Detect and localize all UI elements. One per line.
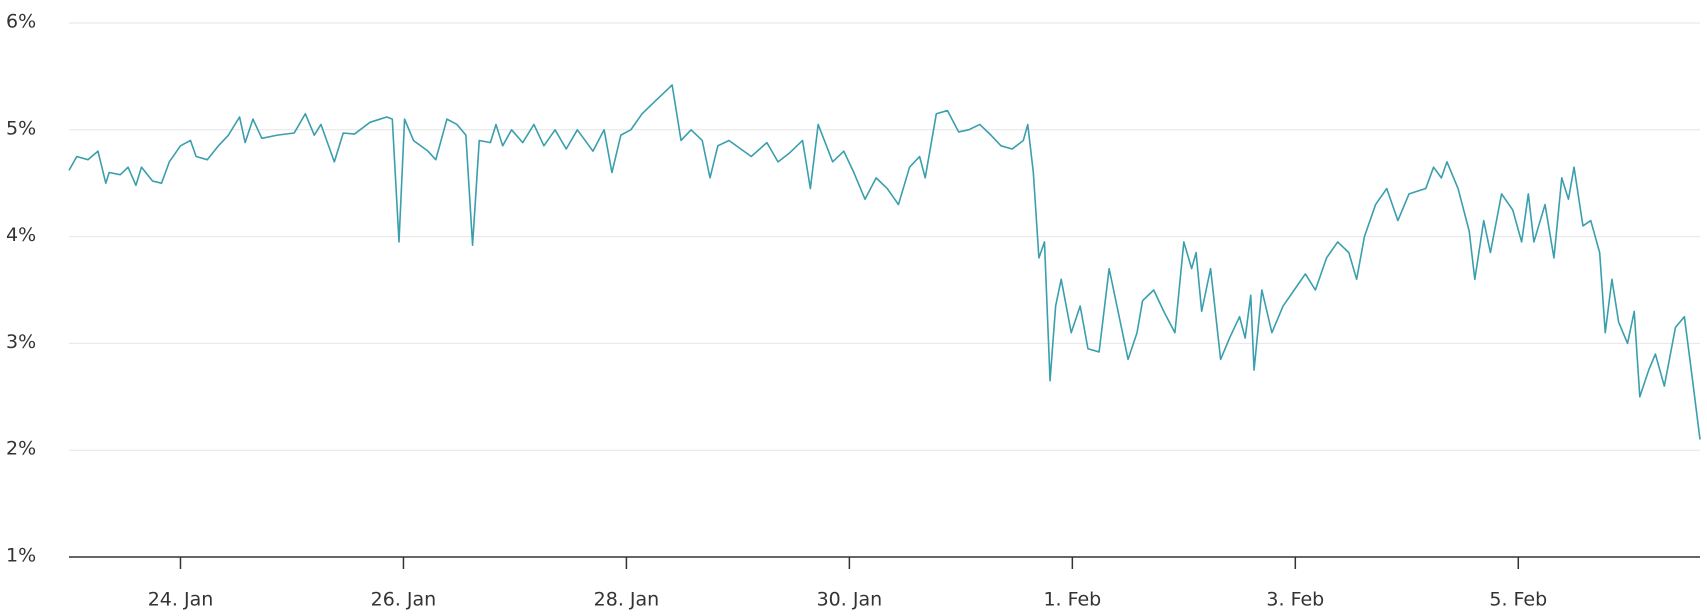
series-line: [68, 84, 1701, 440]
y-tick-label: 1%: [6, 545, 36, 567]
y-tick-label: 5%: [6, 117, 36, 139]
y-tick-label: 3%: [6, 331, 36, 353]
x-tick-label: 24. Jan: [148, 589, 214, 611]
x-tick-label: 3. Feb: [1266, 589, 1324, 611]
x-tick-label: 26. Jan: [371, 589, 437, 611]
x-tick-label: 1. Feb: [1043, 589, 1101, 611]
y-tick-label: 4%: [6, 224, 36, 246]
x-tick-label: 30. Jan: [817, 589, 883, 611]
x-tick-label: 28. Jan: [594, 589, 660, 611]
x-tick-label: 5. Feb: [1489, 589, 1547, 611]
y-tick-label: 6%: [6, 11, 36, 33]
y-tick-label: 2%: [6, 438, 36, 460]
